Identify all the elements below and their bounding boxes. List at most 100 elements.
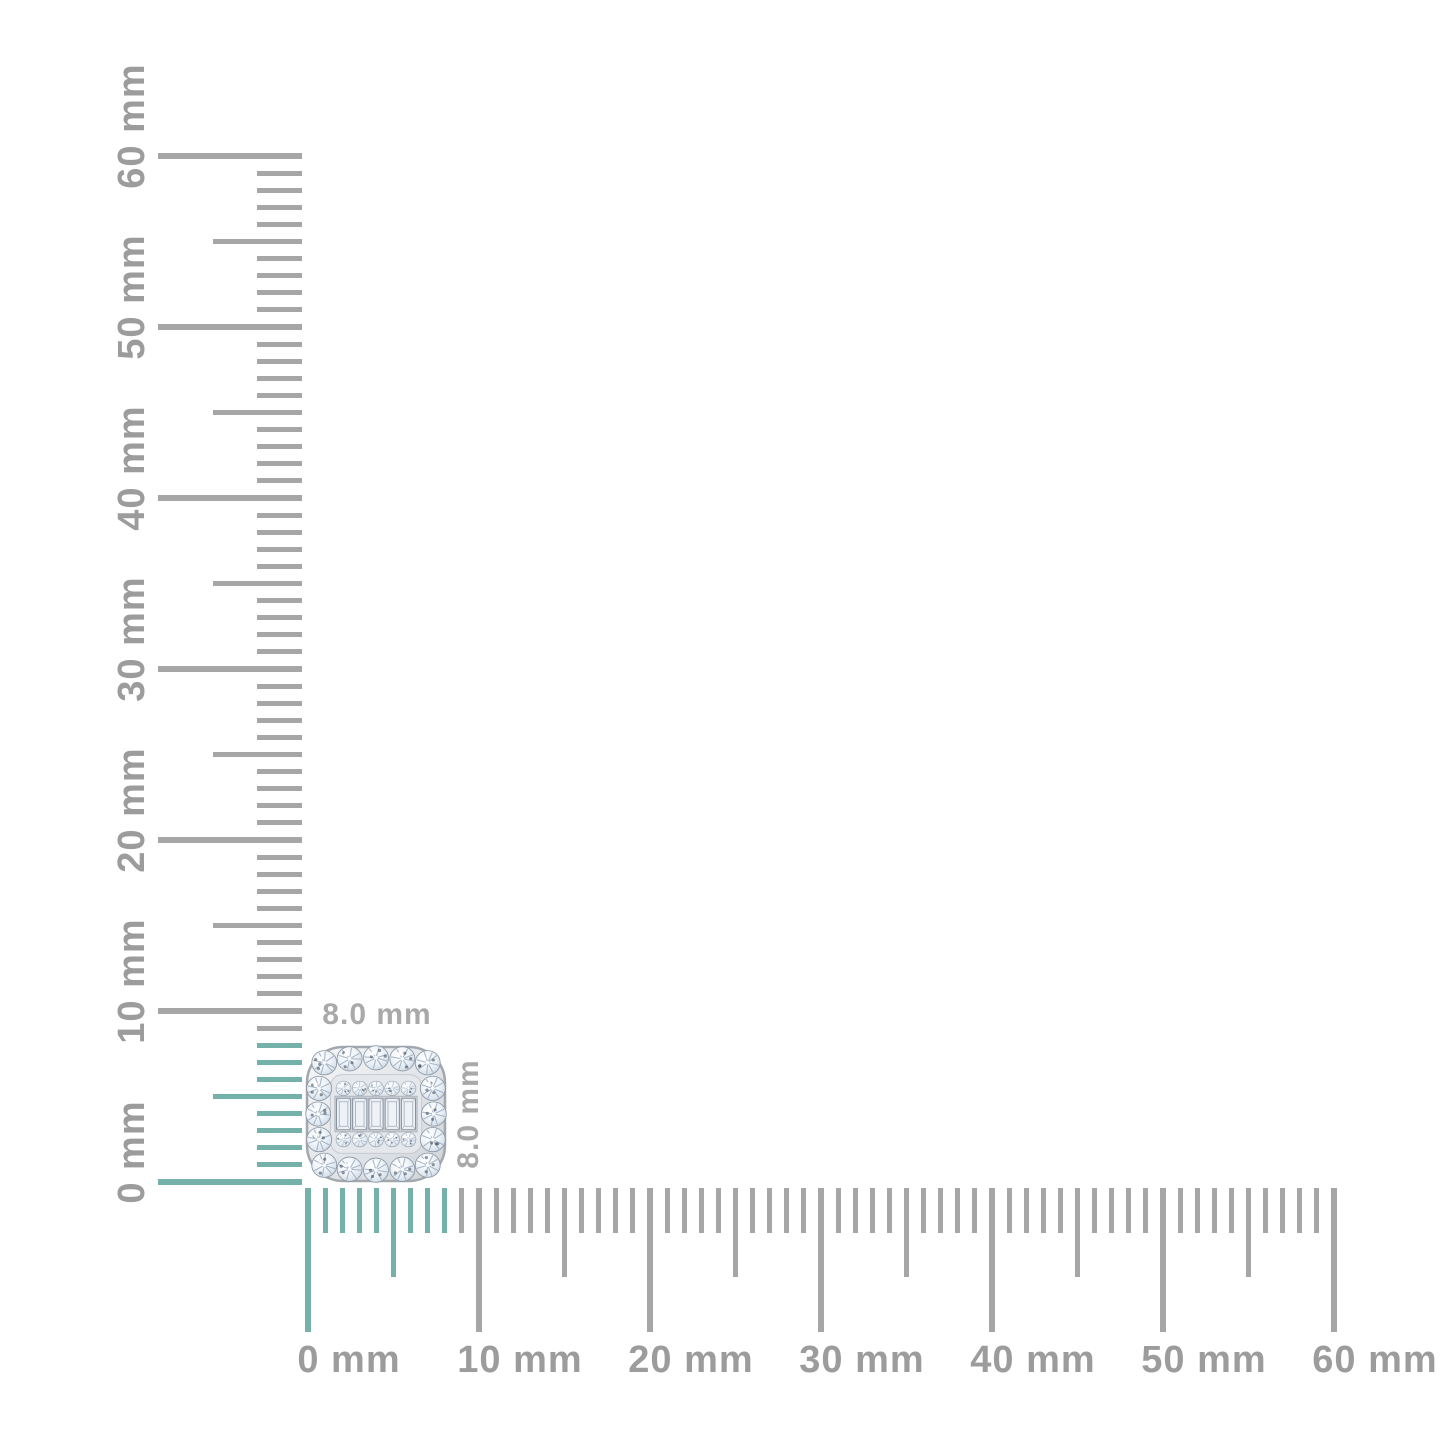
vertical-ruler-label: 20 mm (111, 747, 153, 873)
ruler-tick (1297, 1188, 1303, 1233)
ruler-tick (257, 512, 302, 518)
ruler-tick (1092, 1188, 1098, 1233)
ruler-tick (459, 1188, 465, 1233)
ruler-tick (257, 940, 302, 946)
ruler-tick (647, 1188, 653, 1332)
ruler-tick (257, 273, 302, 279)
vertical-ruler-label: 60 mm (111, 63, 153, 189)
ruler-tick (257, 598, 302, 604)
vertical-ruler-label: 50 mm (111, 234, 153, 360)
ruler-tick (158, 495, 302, 501)
ruler-tick (476, 1188, 482, 1332)
vertical-ruler-label: 30 mm (111, 576, 153, 702)
horizontal-ruler-label: 60 mm (1312, 1339, 1438, 1381)
ruler-tick (305, 1188, 311, 1332)
ruler-tick (630, 1188, 636, 1233)
ruler-tick (257, 1162, 302, 1168)
ruler-tick (1228, 1188, 1234, 1233)
vertical-ruler-label: 10 mm (111, 918, 153, 1044)
ruler-tick (767, 1188, 773, 1233)
ruler-tick (213, 752, 302, 757)
ruler-tick (1246, 1188, 1251, 1277)
ruler-tick (904, 1188, 909, 1277)
vertical-ruler-label: 40 mm (111, 405, 153, 531)
ruler-tick (818, 1188, 824, 1332)
ruler-tick (257, 786, 302, 792)
ruler-tick (257, 307, 302, 313)
ruler-tick (257, 734, 302, 740)
ruler-tick (213, 923, 302, 928)
ruler-tick (257, 820, 302, 826)
ruler-tick (373, 1188, 379, 1233)
ruler-tick (1177, 1188, 1183, 1233)
ruler-tick (257, 563, 302, 569)
ruler-tick (510, 1188, 516, 1233)
ruler-tick (596, 1188, 602, 1233)
ruler-tick (681, 1188, 687, 1233)
horizontal-ruler-label: 40 mm (970, 1339, 1096, 1381)
ruler-tick (257, 478, 302, 484)
ruler-tick (835, 1188, 841, 1233)
ruler-tick (257, 803, 302, 809)
ruler-tick (356, 1188, 362, 1233)
ruler-tick (257, 204, 302, 210)
ruler-tick (391, 1188, 396, 1277)
ruler-tick (1057, 1188, 1063, 1233)
ruler-tick (257, 700, 302, 706)
ruler-tick (257, 905, 302, 911)
ruler-tick (544, 1188, 550, 1233)
item-height-label: 8.0 mm (452, 1059, 485, 1169)
ruler-tick (442, 1188, 448, 1233)
ruler-tick (1263, 1188, 1269, 1233)
ruler-tick (257, 769, 302, 775)
ruler-tick (938, 1188, 944, 1233)
ruler-tick (425, 1188, 431, 1233)
ruler-tick (1143, 1188, 1149, 1233)
ruler-tick (257, 683, 302, 689)
ruler-tick (257, 461, 302, 467)
ruler-tick (257, 632, 302, 638)
ruler-tick (869, 1188, 875, 1233)
ruler-tick (1194, 1188, 1200, 1233)
ruler-tick (257, 649, 302, 655)
ruler-tick (664, 1188, 670, 1233)
ruler-tick (257, 529, 302, 535)
ruler-tick (852, 1188, 858, 1233)
ruler-tick (1211, 1188, 1217, 1233)
ruler-tick (921, 1188, 927, 1233)
ruler-tick (158, 837, 302, 843)
ruler-tick (257, 974, 302, 980)
ruler-tick (955, 1188, 961, 1233)
ruler-tick (257, 546, 302, 552)
horizontal-ruler-label: 50 mm (1141, 1339, 1267, 1381)
item-width-label: 8.0 mm (322, 998, 432, 1031)
ruler-tick (257, 888, 302, 894)
ruler-tick (886, 1188, 892, 1233)
ruler-tick (257, 615, 302, 621)
ruler-tick (257, 1128, 302, 1134)
ruler-tick (257, 1059, 302, 1065)
ruler-tick (257, 170, 302, 176)
ruler-tick (750, 1188, 756, 1233)
diamond-stud-image (305, 1045, 447, 1183)
ruler-tick (257, 256, 302, 262)
ruler-tick (257, 221, 302, 227)
ruler-tick (257, 290, 302, 296)
vertical-ruler-label: 0 mm (111, 1100, 153, 1204)
ruler-tick (989, 1188, 995, 1332)
ruler-tick (322, 1188, 328, 1233)
ruler-tick (213, 410, 302, 415)
horizontal-ruler-label: 30 mm (799, 1339, 925, 1381)
horizontal-ruler-label: 0 mm (297, 1339, 401, 1381)
ruler-tick (213, 1094, 302, 1099)
ruler-tick (257, 991, 302, 997)
ruler-tick (257, 341, 302, 347)
ruler-tick (527, 1188, 533, 1233)
ruler-tick (493, 1188, 499, 1233)
ruler-tick (1314, 1188, 1320, 1233)
ruler-tick (1160, 1188, 1166, 1332)
ruler-tick (158, 1008, 302, 1014)
ruler-tick (257, 854, 302, 860)
ruler-tick (158, 1179, 302, 1185)
